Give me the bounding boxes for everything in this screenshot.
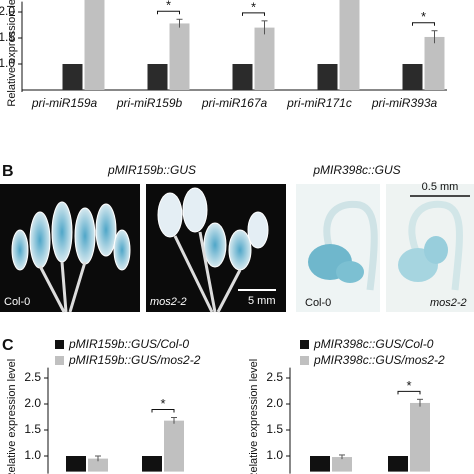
legend-swatch xyxy=(300,356,309,365)
x-tick-label: pri-miR171c xyxy=(286,96,352,110)
annotation: * xyxy=(251,0,256,14)
image-label: Col-0 xyxy=(305,297,331,309)
y-tick-label: 2.5 xyxy=(266,370,283,384)
y-tick-label: 2.0 xyxy=(0,4,15,18)
y-tick-label: 2.0 xyxy=(24,396,41,410)
significance-bracket xyxy=(151,409,175,413)
bar xyxy=(142,456,162,472)
y-axis-label: Relative expression level xyxy=(248,359,260,474)
panel-title: pMIR398c::GUS xyxy=(312,163,400,177)
image-label: mos2-2 xyxy=(430,297,467,309)
bar xyxy=(254,27,275,91)
chart: Relative expression level 1.0 1.5 2.0 2.5 * pM… xyxy=(6,337,201,474)
annotation: * xyxy=(160,396,165,411)
bar xyxy=(317,64,338,90)
y-axis-label: Relative expression level xyxy=(6,359,18,474)
bar xyxy=(332,457,352,472)
bar xyxy=(164,420,184,472)
significance-bracket xyxy=(157,10,180,15)
significance-bracket xyxy=(412,22,435,26)
legend-swatch xyxy=(55,356,64,365)
photo-panel-b xyxy=(0,184,474,313)
significance-bracket xyxy=(397,390,421,395)
significance-bracket xyxy=(242,12,265,16)
y-tick-label: 1.0 xyxy=(266,448,283,462)
y-tick-label: 1.5 xyxy=(0,30,15,44)
bar xyxy=(66,456,86,472)
legend-swatch xyxy=(300,340,309,349)
flowers xyxy=(157,187,269,313)
legend-label: pMIR398c::GUS/mos2-2 xyxy=(313,353,445,367)
bar xyxy=(388,456,408,472)
legend-label: pMIR159b::GUS/mos2-2 xyxy=(68,353,201,367)
x-tick-label: pri-miR159a xyxy=(31,96,98,110)
x-tick-label: pri-miR167a xyxy=(201,96,268,110)
y-tick-label: 2.5 xyxy=(24,370,41,384)
panel-title: pMIR159b::GUS xyxy=(107,163,196,177)
bar xyxy=(84,0,105,90)
legend-swatch xyxy=(55,340,64,349)
image-label: Col-0 xyxy=(4,296,30,308)
y-tick-label: 1.0 xyxy=(0,56,15,70)
annotation: * xyxy=(406,378,411,393)
bar xyxy=(310,456,330,472)
seedling xyxy=(308,200,378,291)
bar xyxy=(147,64,168,90)
annotation: * xyxy=(166,0,171,13)
flowers xyxy=(11,201,131,313)
legend-label: pMIR159b::GUS/Col-0 xyxy=(68,337,189,351)
panel-label: C xyxy=(2,337,14,354)
scale-label: 0.5 mm xyxy=(422,181,459,193)
x-tick-label: pri-miR159b xyxy=(116,96,183,110)
y-tick-label: 1.5 xyxy=(266,422,283,436)
y-tick-label: 2.0 xyxy=(266,396,283,410)
chart: Relative expression level 1.0 1.5 2.0 2.5 * pM… xyxy=(248,337,445,474)
bar xyxy=(424,36,445,90)
legend-label: pMIR398c::GUS/Col-0 xyxy=(313,337,434,351)
bar xyxy=(88,458,108,472)
scale-label: 5 mm xyxy=(248,295,276,307)
annotation: * xyxy=(421,9,426,24)
bar xyxy=(402,64,423,90)
x-tick-label: pri-miR393a xyxy=(371,96,438,110)
panel-label: B xyxy=(2,163,14,180)
bar xyxy=(232,64,253,90)
bar xyxy=(62,64,83,90)
seedling xyxy=(398,200,463,291)
y-tick-label: 1.5 xyxy=(24,422,41,436)
bar xyxy=(169,23,190,90)
y-axis-label: Relative expression level xyxy=(6,0,18,107)
image-label: mos2-2 xyxy=(150,296,187,308)
y-tick-label: 1.0 xyxy=(24,448,41,462)
bar xyxy=(339,0,360,90)
bar xyxy=(410,402,430,472)
